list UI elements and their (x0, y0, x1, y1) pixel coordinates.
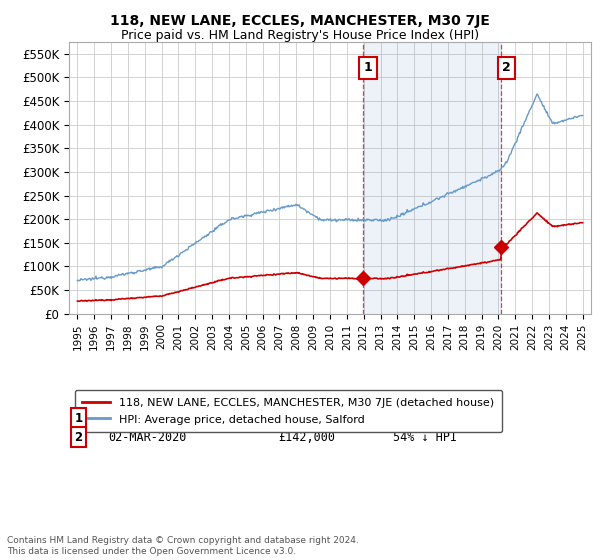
Bar (363, 42, 501, 314)
Text: 1: 1 (364, 62, 373, 74)
Text: 61% ↓ HPI: 61% ↓ HPI (392, 412, 457, 424)
Text: 118, NEW LANE, ECCLES, MANCHESTER, M30 7JE: 118, NEW LANE, ECCLES, MANCHESTER, M30 7… (110, 14, 490, 28)
Text: 2: 2 (502, 62, 511, 74)
Text: 2: 2 (74, 431, 82, 444)
Text: £142,000: £142,000 (278, 431, 335, 444)
Legend: 118, NEW LANE, ECCLES, MANCHESTER, M30 7JE (detached house), HPI: Average price,: 118, NEW LANE, ECCLES, MANCHESTER, M30 7… (74, 390, 502, 432)
Text: 1: 1 (74, 412, 82, 424)
Text: Contains HM Land Registry data © Crown copyright and database right 2024.
This d: Contains HM Land Registry data © Crown c… (7, 536, 359, 556)
Text: £75,000: £75,000 (278, 412, 328, 424)
Text: 23-DEC-2011: 23-DEC-2011 (108, 412, 187, 424)
Text: 54% ↓ HPI: 54% ↓ HPI (392, 431, 457, 444)
Text: Price paid vs. HM Land Registry's House Price Index (HPI): Price paid vs. HM Land Registry's House … (121, 29, 479, 42)
Text: 02-MAR-2020: 02-MAR-2020 (108, 431, 187, 444)
